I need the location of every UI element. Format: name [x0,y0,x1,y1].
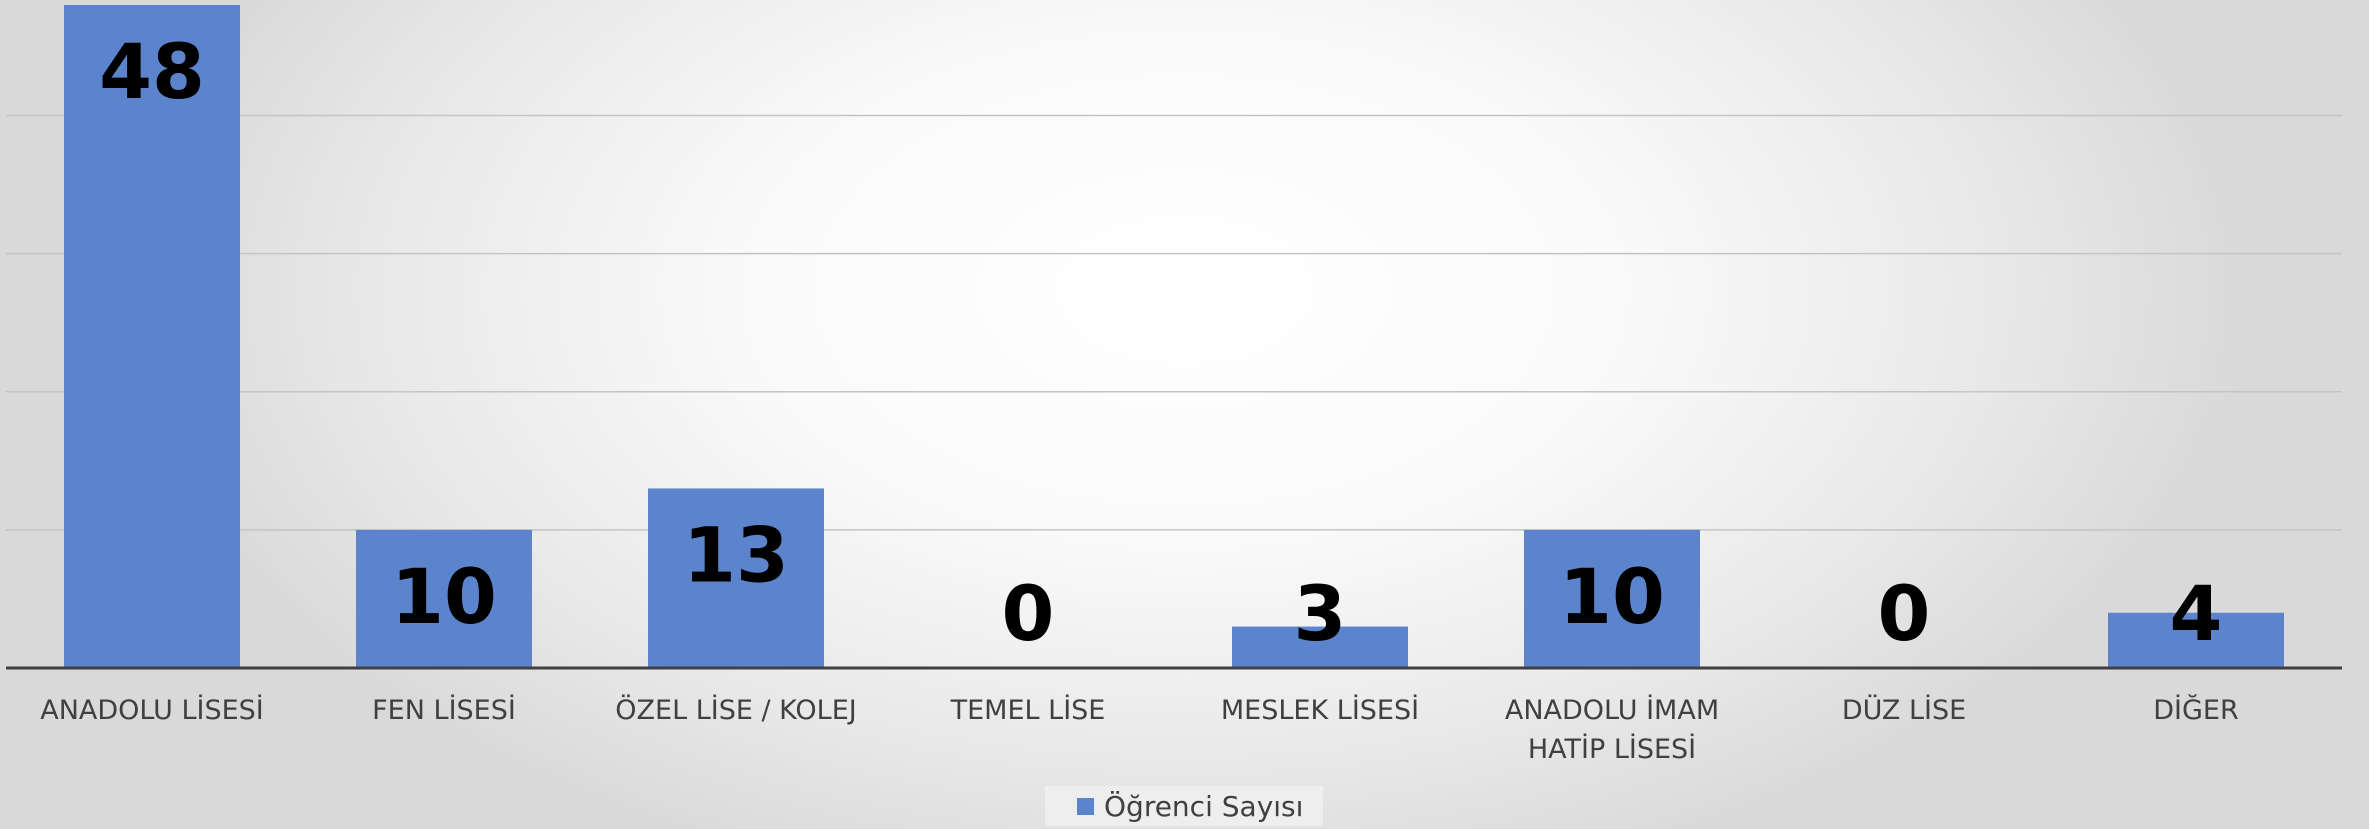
data-label-4: 3 [1294,569,1347,658]
legend-label: Öğrenci Sayısı [1104,789,1304,823]
x-tick-label-7: DİĞER [2153,694,2239,726]
x-tick-label-3: TEMEL LİSE [950,694,1106,726]
data-label-5: 10 [1559,552,1665,641]
bar-0 [64,5,240,668]
data-label-6: 0 [1878,569,1931,658]
legend-swatch [1077,797,1094,815]
x-tick-label-1: FEN LİSESİ [372,694,516,726]
data-label-7: 4 [2170,569,2223,658]
bar-2 [648,488,824,668]
x-tick-label-5: ANADOLU İMAM HATİP LİSESİ [1505,694,1719,765]
x-tick-label-2: ÖZEL LİSE / KOLEJ [615,694,856,726]
data-label-2: 13 [683,510,789,599]
data-label-3: 0 [1002,569,1055,658]
data-label-0: 48 [99,27,205,116]
bar-4 [1232,626,1408,668]
bars [64,5,2284,668]
bar-1 [356,529,532,668]
legend: Öğrenci Sayısı [1045,786,1324,826]
gridlines [6,114,2342,531]
data-labels: 48 10 13 0 3 10 0 4 [99,27,2222,658]
x-tick-label-0: ANADOLU LİSESİ [40,694,264,726]
x-tick-label-6: DÜZ LİSE [1842,694,1966,726]
data-label-1: 10 [391,552,497,641]
x-tick-label-4: MESLEK LİSESİ [1221,694,1419,726]
x-tick-labels: ANADOLU LİSESİ FEN LİSESİ ÖZEL LİSE / KOLE… [40,694,2239,765]
bar-7 [2108,612,2284,668]
bar-5 [1524,529,1700,668]
